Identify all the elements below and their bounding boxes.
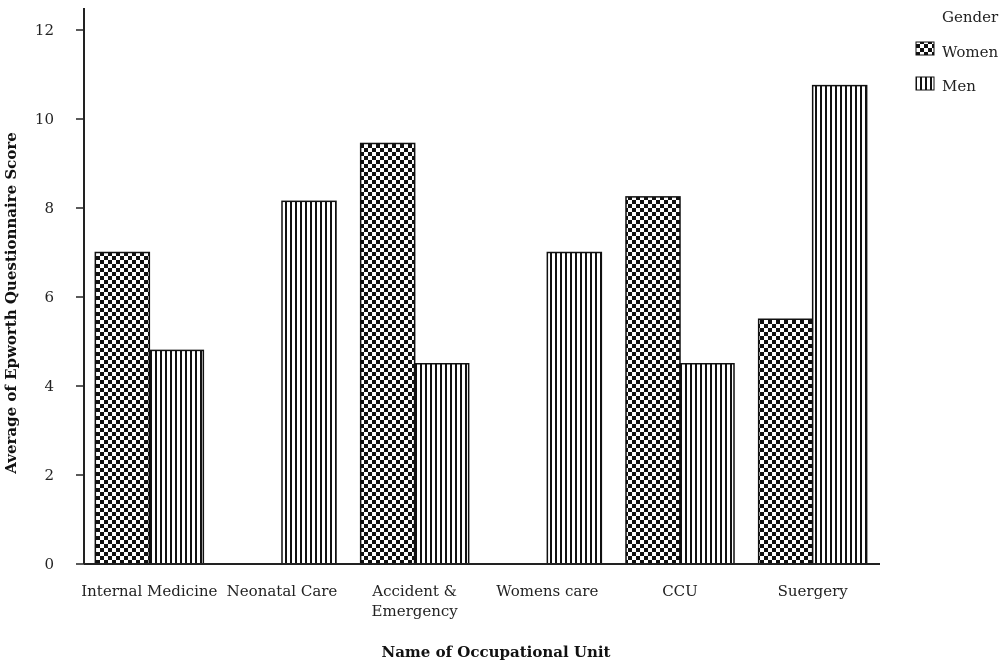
legend-swatch-men xyxy=(915,76,935,91)
bar-women-4 xyxy=(625,196,681,565)
legend-label-men: Men xyxy=(942,77,976,95)
y-tick-label: 2 xyxy=(44,466,54,484)
bar-men-3 xyxy=(546,251,603,565)
bars-group xyxy=(94,84,868,565)
bar-men-5 xyxy=(811,84,868,565)
y-tick-label: 10 xyxy=(35,110,54,128)
bar-men-2 xyxy=(413,363,470,565)
y-tick-label: 4 xyxy=(44,377,54,395)
bar-women-5 xyxy=(757,318,814,565)
x-category-label: Accident & Emergency xyxy=(371,582,458,620)
y-tick-label: 12 xyxy=(35,21,54,39)
x-category-label: Internal Medicine xyxy=(81,582,217,600)
y-tick-label: 6 xyxy=(44,288,54,306)
x-category-label: Womens care xyxy=(496,582,598,600)
y-tick-label: 0 xyxy=(44,555,54,573)
legend-swatch-women xyxy=(915,41,935,56)
y-ticks-group: 0 2 4 6 8 10 12 xyxy=(35,21,84,573)
x-labels-group: Internal Medicine Neonatal Care Accident &… xyxy=(81,582,848,620)
bar-men-0 xyxy=(148,349,205,565)
bar-women-2 xyxy=(359,142,416,565)
legend: Gender Women Men xyxy=(915,8,999,95)
y-axis-title: Average of Epworth Questionnaire Score xyxy=(2,132,20,475)
x-category-label: Neonatal Care xyxy=(227,582,338,600)
x-axis-title: Name of Occupational Unit xyxy=(382,643,611,661)
bar-men-4 xyxy=(679,363,735,565)
x-category-label: CCU xyxy=(662,582,698,600)
legend-title: Gender xyxy=(942,8,999,26)
y-tick-label: 8 xyxy=(44,199,54,217)
bar-women-0 xyxy=(94,251,151,565)
x-category-label: Suergery xyxy=(778,582,849,600)
bar-men-1 xyxy=(281,200,337,565)
axes-group xyxy=(83,8,880,565)
legend-label-women: Women xyxy=(942,43,999,61)
